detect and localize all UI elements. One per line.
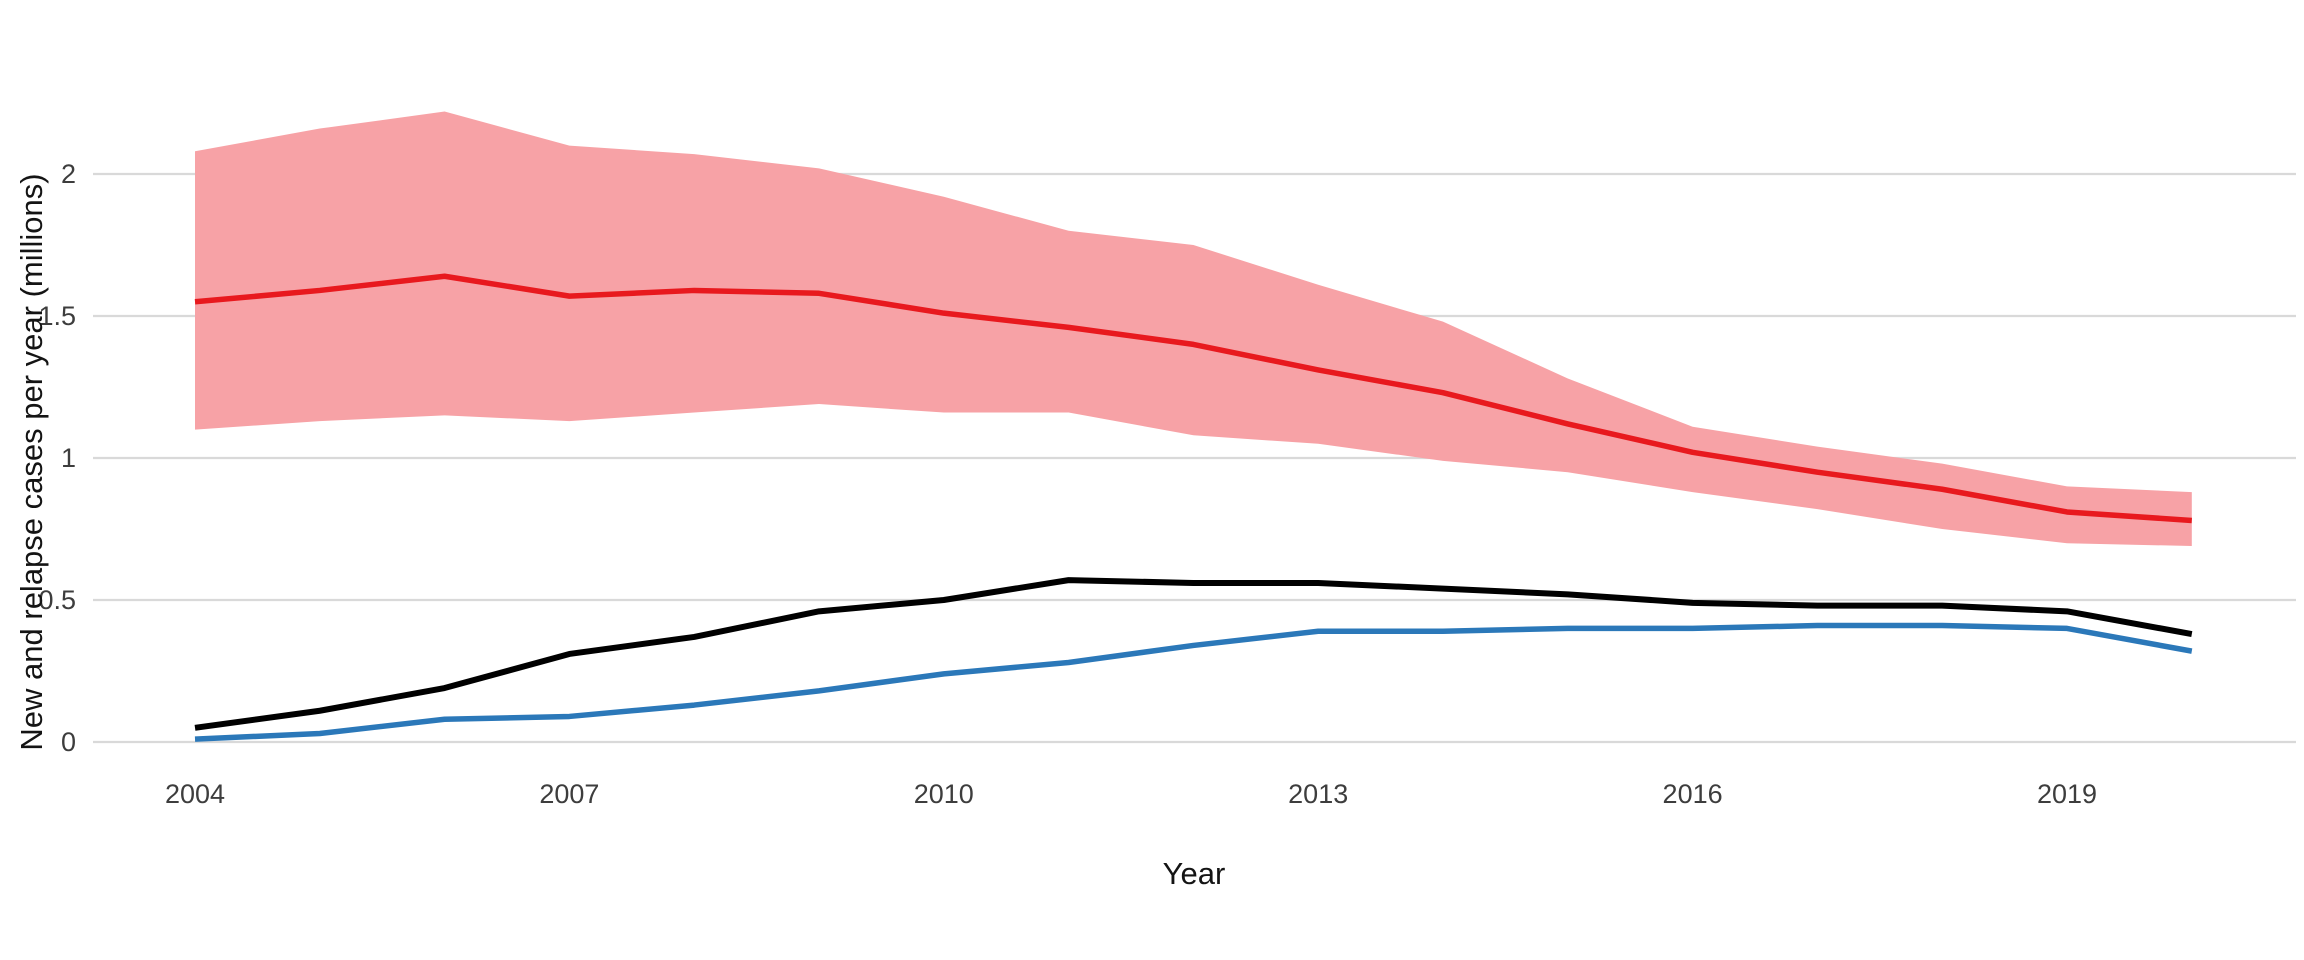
x-tick-label-2004: 2004: [165, 779, 225, 809]
black-series-line: [194, 577, 2193, 731]
x-tick-label-2019: 2019: [2037, 779, 2097, 809]
red-series-line: [194, 273, 2192, 524]
y-tick-label-1: 1: [61, 443, 76, 473]
y-tick-label-2: 2: [61, 159, 76, 189]
y-tick-label-1.5: 1.5: [38, 301, 76, 331]
y-tick-label-0: 0: [61, 727, 76, 757]
uncertainty-interval-band: [195, 111, 2192, 547]
blue-series-line: [194, 622, 2193, 742]
x-tick-label-2013: 2013: [1288, 779, 1348, 809]
x-tick-label-2010: 2010: [914, 779, 974, 809]
x-tick-label-2007: 2007: [539, 779, 599, 809]
x-tick-label-2016: 2016: [1663, 779, 1723, 809]
x-axis-title: Year: [1162, 856, 1226, 891]
y-axis-title: New and relapse cases per year (millions…: [14, 173, 49, 751]
y-tick-label-0.5: 0.5: [38, 585, 76, 615]
